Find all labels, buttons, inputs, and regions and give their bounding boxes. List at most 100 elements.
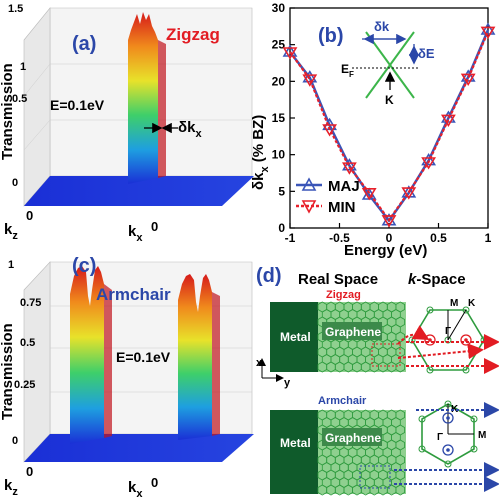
ac-gamma-label: Γ — [437, 432, 443, 443]
zz-metal-block — [270, 302, 318, 372]
y-tick-label: 30 — [272, 1, 286, 15]
panel-b-letter: (b) — [318, 25, 344, 47]
panel-b-inset-k: K — [385, 93, 394, 107]
zz-metal-text: Metal — [280, 330, 311, 344]
panel-c-kx-label: kx — [128, 479, 143, 500]
panel-a-floor — [24, 176, 254, 206]
y-tick-label: 5 — [278, 184, 285, 198]
ac-metal-text: Metal — [280, 436, 311, 450]
panel-a-delta-kx: δkx — [178, 119, 202, 140]
panel-c-energy: E=0.1eV — [116, 349, 171, 365]
panel-a-side-wall — [23, 7, 51, 207]
x-tick-label: 1 — [485, 231, 492, 245]
panel-a: 1.5 1 0.5 0 (a) Zigzag E=0.1eV δkx Trans… — [0, 3, 254, 244]
point-min — [322, 124, 338, 137]
legend-maj-marker — [301, 177, 317, 191]
axis-x-label: x — [256, 357, 263, 369]
ac-k-label: K — [451, 404, 459, 415]
panel-a-peak — [128, 12, 158, 184]
panel-c-ztick: 0.25 — [14, 379, 35, 391]
panel-b-series — [282, 22, 496, 228]
panel-c-peak-right — [178, 274, 212, 440]
point-maj — [341, 158, 357, 171]
point-min — [421, 157, 437, 170]
zz-m-label: M — [450, 298, 458, 309]
panel-c-letter: (c) — [72, 255, 96, 277]
zz-k-label: K — [468, 298, 476, 309]
panel-b-plot-frame — [289, 7, 489, 229]
panel-a-kx-zero: 0 — [151, 219, 158, 234]
panel-d-letter: (d) — [256, 265, 282, 287]
panel-d-zigzag-label: Zigzag — [326, 289, 361, 301]
panel-c-title: Armchair — [96, 285, 171, 304]
panel-d: (d) Real Space k-Space Zigzag Metal Grap… — [256, 265, 499, 496]
y-tick-label: 0 — [278, 221, 285, 235]
y-tick-label: 25 — [272, 38, 286, 52]
panel-c-ztick: 1 — [8, 259, 14, 271]
panel-b-ylabel: δkx (% BZ) — [250, 115, 271, 190]
panel-c-kz-zero: 0 — [26, 464, 33, 479]
panel-a-letter: (a) — [72, 33, 96, 55]
zz-graphene-text-bg — [322, 322, 382, 340]
panel-a-ztick: 1 — [20, 61, 26, 73]
panel-c-ylabel: Transmission — [0, 323, 16, 420]
lattice-hex — [395, 484, 406, 496]
point-min — [401, 187, 417, 200]
zz-k-space: M K Γ — [397, 298, 499, 374]
panel-c-floor — [24, 434, 254, 462]
x-tick-label: -1 — [285, 231, 296, 245]
zz-gamma-label: Γ — [445, 326, 451, 337]
ac-k-space: K M Γ — [394, 400, 499, 492]
point-min — [282, 47, 298, 60]
panel-a-ztick: 1.5 — [8, 3, 23, 15]
panel-a-ztick: 0.5 — [12, 93, 27, 105]
point-maj — [282, 44, 298, 57]
point-min — [381, 215, 397, 228]
x-tick-label: 0 — [386, 231, 393, 245]
panel-a-ztick: 0 — [12, 177, 18, 189]
legend-maj-label: MAJ — [328, 178, 360, 195]
panel-d-k-space: k-Space — [408, 271, 466, 288]
panel-b-legend: MAJ MIN — [296, 177, 360, 216]
panel-c-peak-left — [70, 266, 104, 444]
legend-min-marker — [301, 200, 317, 214]
panel-d-real-space: Real Space — [298, 271, 378, 288]
panel-a-energy: E=0.1eV — [50, 97, 105, 113]
ac-m-label: M — [478, 430, 486, 441]
series-line-min — [289, 31, 490, 222]
ac-graphene-text: Graphene — [325, 431, 381, 445]
panel-c-kz-label: kz — [4, 477, 18, 498]
panel-a-kz-label: kz — [4, 221, 18, 242]
panel-b-inset-de: δE — [418, 46, 435, 61]
x-tick-label: -0.5 — [329, 231, 350, 245]
point-min — [361, 188, 377, 201]
panel-c-side-wall — [23, 261, 51, 463]
axis-y-label: y — [284, 377, 291, 389]
lattice-hex — [395, 361, 406, 373]
panel-b-inset-dk: δk — [374, 19, 390, 34]
panel-c: 1 0.75 0.5 0.25 0 (c) Armchair E=0.1eV T… — [0, 255, 254, 500]
panel-a-ylabel: Transmission — [0, 63, 16, 160]
panel-b-inset-ef: EF — [341, 62, 354, 79]
point-maj — [421, 152, 437, 166]
panel-a-kz-zero: 0 — [26, 208, 33, 223]
panel-a-title: Zigzag — [166, 25, 220, 44]
zz-graphene-text: Graphene — [325, 325, 381, 339]
panel-d-armchair-label: Armchair — [318, 395, 367, 407]
panel-c-ztick: 0.75 — [20, 297, 41, 309]
point-maj — [460, 69, 476, 82]
point-min — [341, 162, 357, 175]
point-min — [480, 26, 496, 40]
ac-graphene-text-bg — [322, 428, 382, 446]
panel-a-kx-label: kx — [128, 223, 143, 244]
y-tick-label: 20 — [272, 74, 286, 88]
point-min — [302, 74, 318, 87]
y-tick-label: 15 — [272, 111, 286, 125]
point-min — [460, 73, 476, 86]
x-tick-label: 0.5 — [430, 231, 447, 245]
panel-b-inset-cone: δk δE EF K — [341, 19, 435, 107]
y-tick-label: 10 — [272, 148, 286, 162]
panel-b-xlabel: Energy (eV) — [344, 242, 427, 259]
